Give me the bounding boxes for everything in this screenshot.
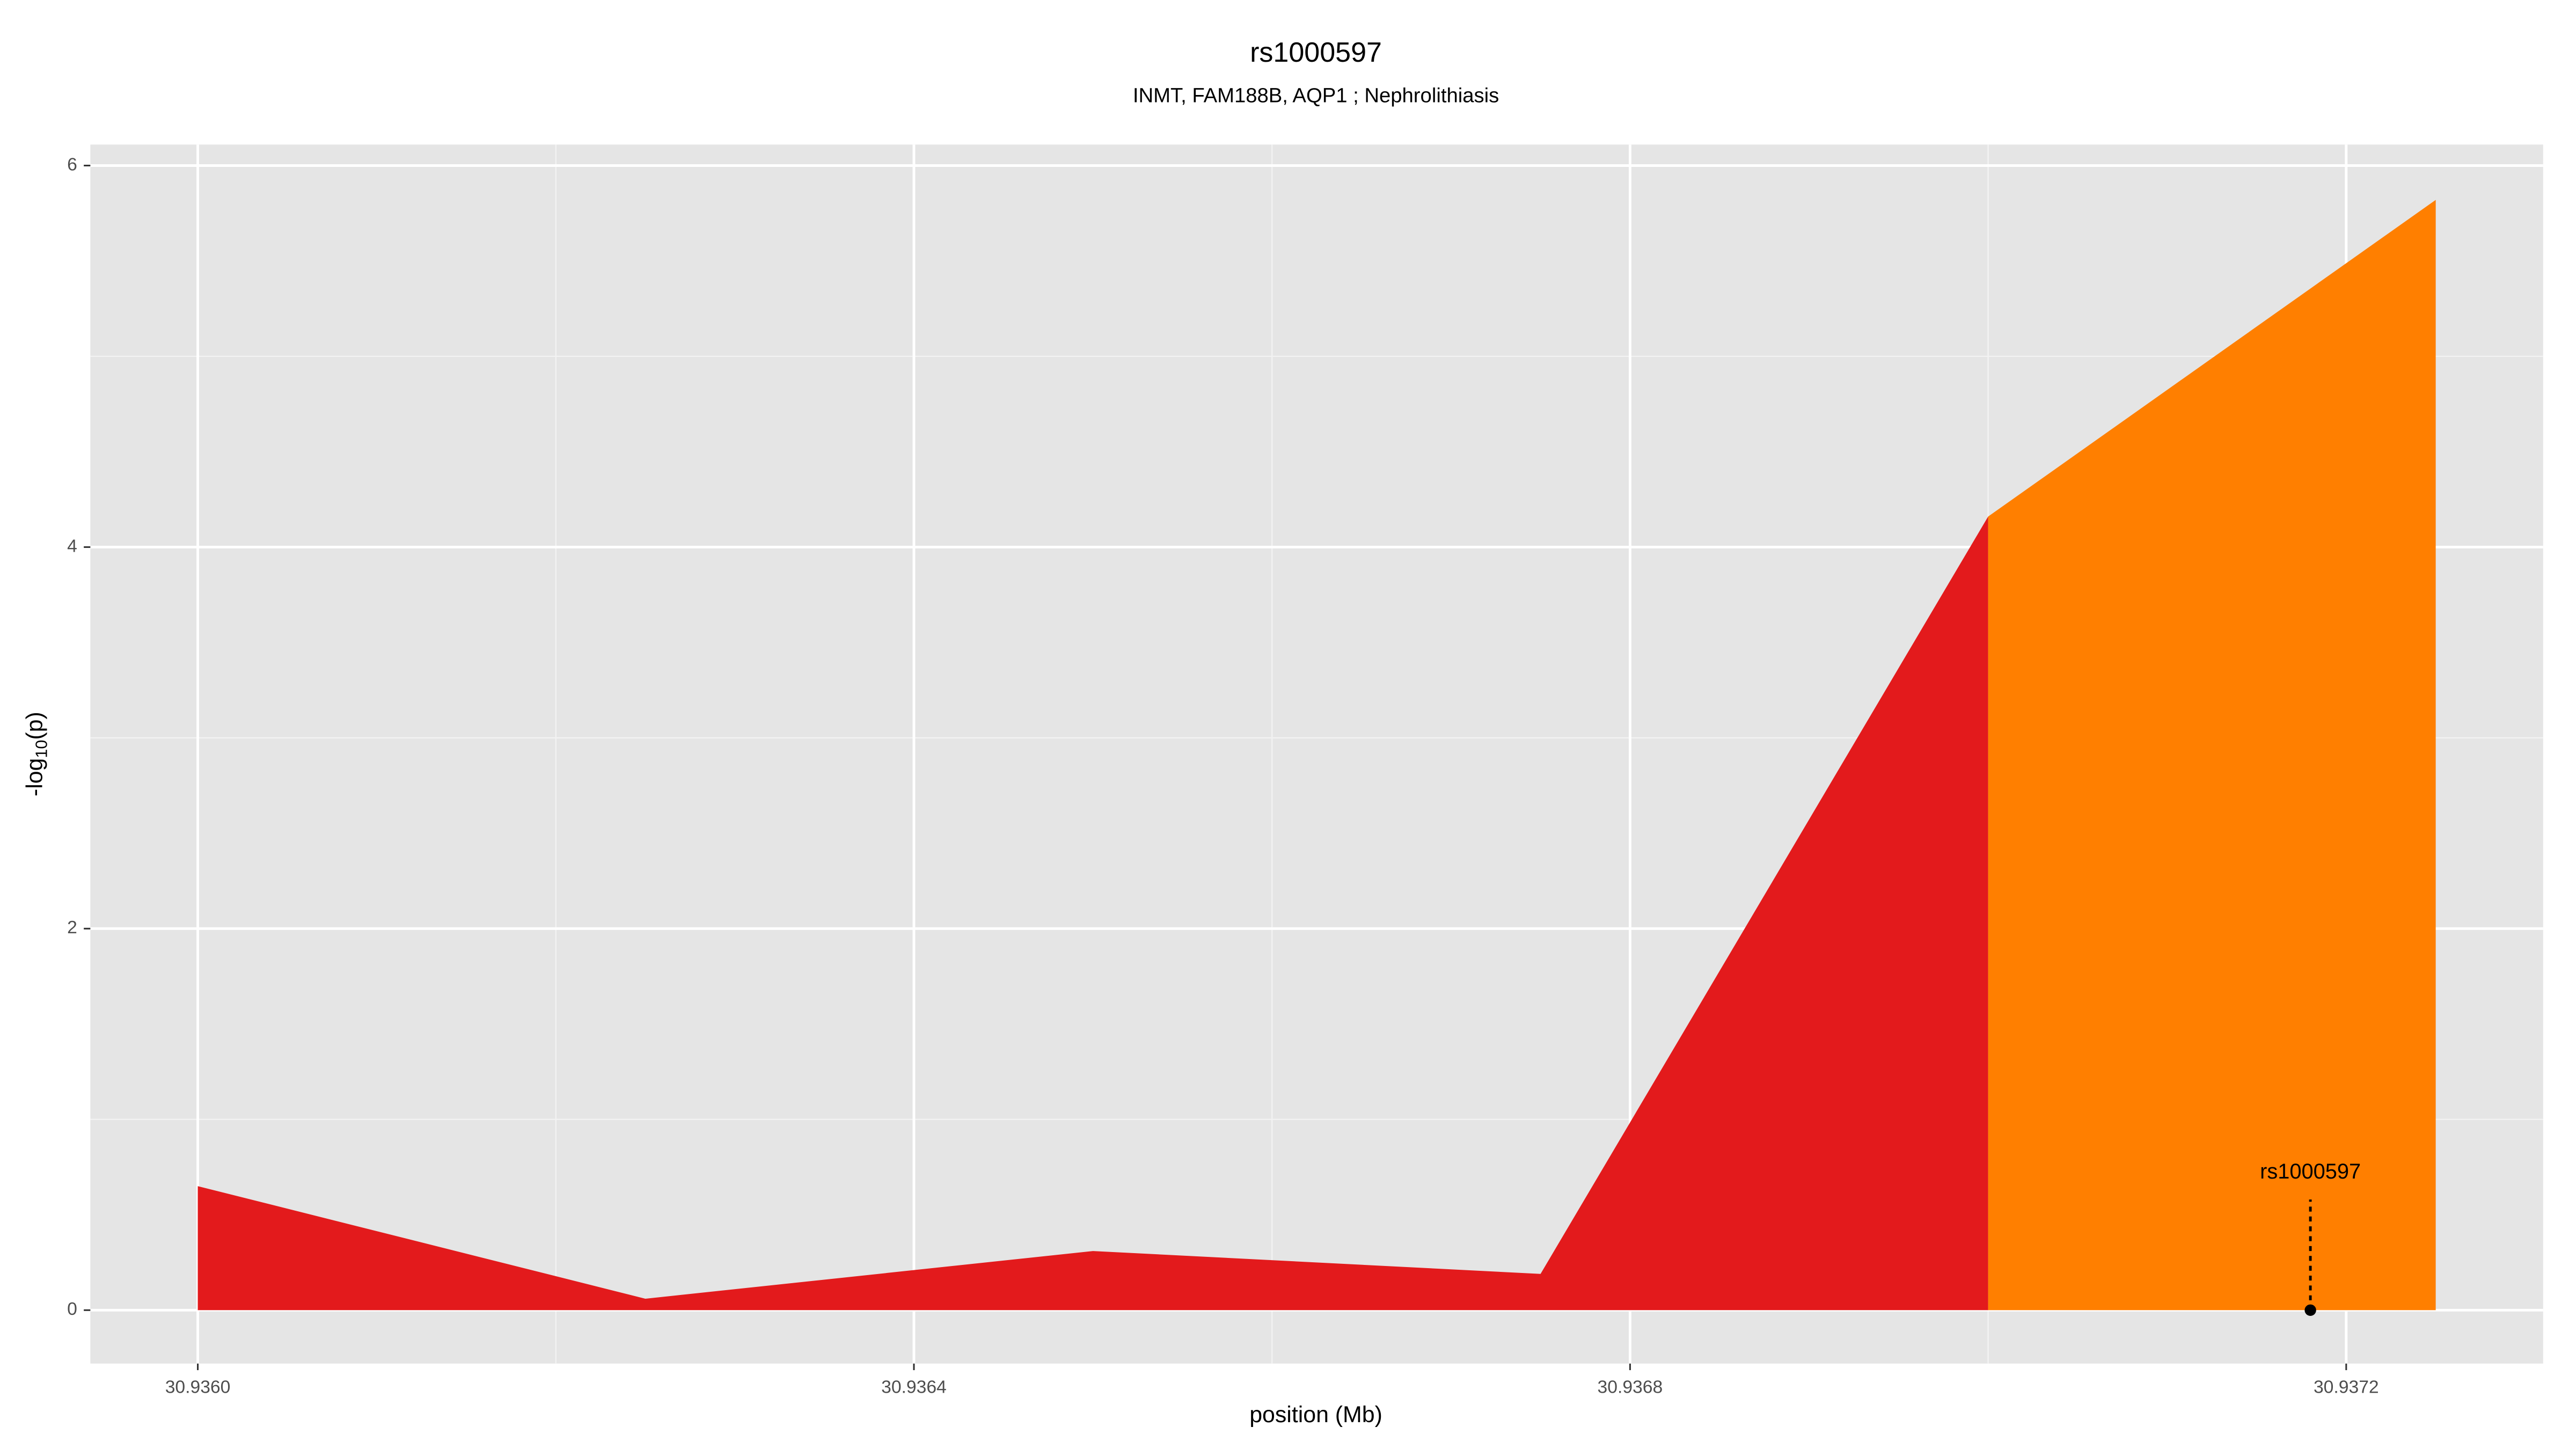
x-axis-label: position (Mb) [1249, 1402, 1382, 1428]
y-label-sub: 10 [33, 740, 51, 758]
area [197, 516, 1988, 1311]
annotation-label: rs1000597 [2260, 1160, 2361, 1183]
y-tick-label: 2 [67, 918, 77, 938]
area [1988, 200, 2436, 1311]
y-axis-label: -log10(p) [22, 712, 51, 796]
x-tick-label: 30.9360 [165, 1378, 231, 1397]
y-label-main: -log [22, 758, 48, 796]
chart-title: rs1000597 [1250, 37, 1382, 68]
chart-subtitle: INMT, FAM188B, AQP1 ; Nephrolithiasis [1133, 84, 1499, 107]
x-tick-label: 30.9364 [881, 1378, 947, 1397]
y-tick-label: 0 [67, 1299, 77, 1319]
y-tick-label: 4 [67, 536, 77, 556]
x-tick-label: 30.9372 [2314, 1378, 2379, 1397]
y-tick-label: 6 [67, 155, 77, 174]
annotation-point [2304, 1304, 2316, 1316]
x-tick-label: 30.9368 [1598, 1378, 1663, 1397]
y-label-end: (p) [22, 712, 48, 740]
